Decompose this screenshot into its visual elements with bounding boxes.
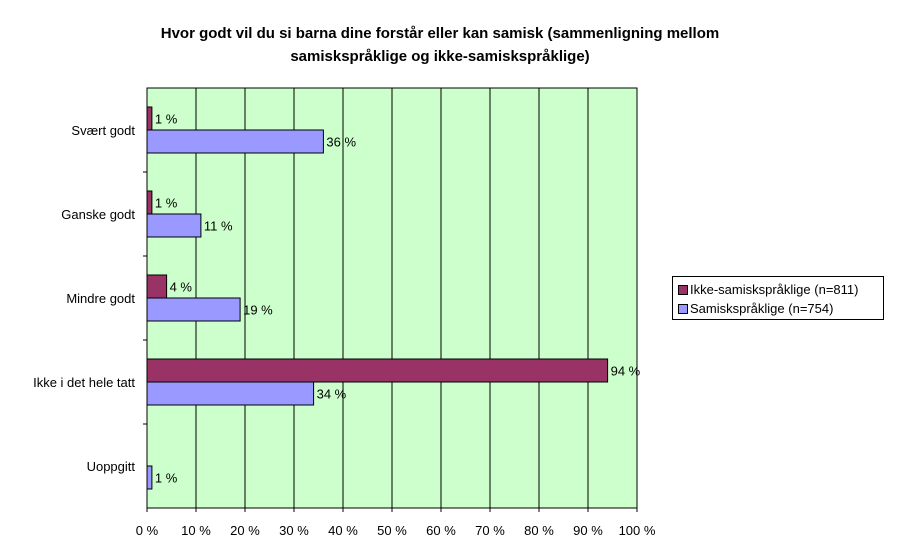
y-category-label-uoppgitt: Uoppgitt	[87, 459, 136, 474]
x-tick-label: 70 %	[475, 523, 505, 538]
chart-title-line-2: samiskspråklige og ikke-samiskspråklige)	[290, 48, 590, 65]
y-category-label-sv-rt-godt: Svært godt	[71, 123, 135, 138]
data-label-ikke-samiskspr-klige-n-811-mindre-godt: 4 %	[170, 280, 193, 295]
data-label-ikke-samiskspr-klige-n-811-ikke-i-det-hele-tatt: 94 %	[611, 364, 641, 379]
x-tick-label: 30 %	[279, 523, 309, 538]
y-category-label-mindre-godt: Mindre godt	[66, 291, 135, 306]
data-label-samiskspr-klige-n-754-uoppgitt: 1 %	[155, 471, 178, 486]
x-tick-label: 40 %	[328, 523, 358, 538]
legend-item-samisksprakliga: Samiskspråklige (n=754)	[678, 299, 883, 318]
bar-ikke-samiskspr-klige-n-811-sv-rt-godt	[146, 106, 153, 131]
chart-legend: Ikke-samiskspråklige (n=811) Samiskspråk…	[672, 276, 884, 320]
bar-samiskspr-klige-n-754-ganske-godt	[146, 213, 202, 238]
data-label-samiskspr-klige-n-754-ikke-i-det-hele-tatt: 34 %	[317, 387, 347, 402]
chart-title-line-1: Hvor godt vil du si barna dine forstår e…	[160, 25, 720, 42]
data-label-samiskspr-klige-n-754-ganske-godt: 11 %	[204, 219, 233, 234]
x-tick-label: 50 %	[377, 523, 407, 538]
bar-samiskspr-klige-n-754-sv-rt-godt	[146, 129, 324, 154]
x-tick-label: 10 %	[181, 523, 211, 538]
y-category-label-ganske-godt: Ganske godt	[61, 207, 135, 222]
x-tick-label: 20 %	[230, 523, 260, 538]
data-label-samiskspr-klige-n-754-mindre-godt: 19 %	[243, 303, 273, 318]
x-tick-label: 60 %	[426, 523, 456, 538]
bar-samiskspr-klige-n-754-uoppgitt	[146, 465, 153, 490]
legend-item-ikke-samisksprakliga: Ikke-samiskspråklige (n=811)	[678, 280, 883, 299]
x-tick-label: 80 %	[524, 523, 554, 538]
legend-label-samisksprakliga: Samiskspråklige (n=754)	[690, 301, 834, 316]
bar-samiskspr-klige-n-754-ikke-i-det-hele-tatt	[146, 381, 315, 406]
data-label-ikke-samiskspr-klige-n-811-sv-rt-godt: 1 %	[155, 112, 178, 127]
legend-swatch-samisksprakliga	[678, 303, 688, 314]
bar-ikke-samiskspr-klige-n-811-mindre-godt	[146, 274, 168, 299]
bar-ikke-samiskspr-klige-n-811-ganske-godt	[146, 190, 153, 215]
chart-title: Hvor godt vil du si barna dine forstår e…	[60, 22, 820, 68]
x-tick-label: 90 %	[573, 523, 603, 538]
bar-samiskspr-klige-n-754-mindre-godt	[146, 297, 241, 322]
data-label-samiskspr-klige-n-754-sv-rt-godt: 36 %	[326, 135, 356, 150]
data-label-ikke-samiskspr-klige-n-811-ganske-godt: 1 %	[155, 196, 178, 211]
x-tick-label: 0 %	[136, 523, 159, 538]
legend-swatch-ikke-samisksprakliga	[678, 284, 688, 295]
legend-label-ikke-samisksprakliga: Ikke-samiskspråklige (n=811)	[690, 282, 859, 297]
bar-ikke-samiskspr-klige-n-811-ikke-i-det-hele-tatt	[146, 358, 609, 383]
x-tick-label: 100 %	[619, 523, 656, 538]
y-category-label-ikke-i-det-hele-tatt: Ikke i det hele tatt	[33, 375, 135, 390]
